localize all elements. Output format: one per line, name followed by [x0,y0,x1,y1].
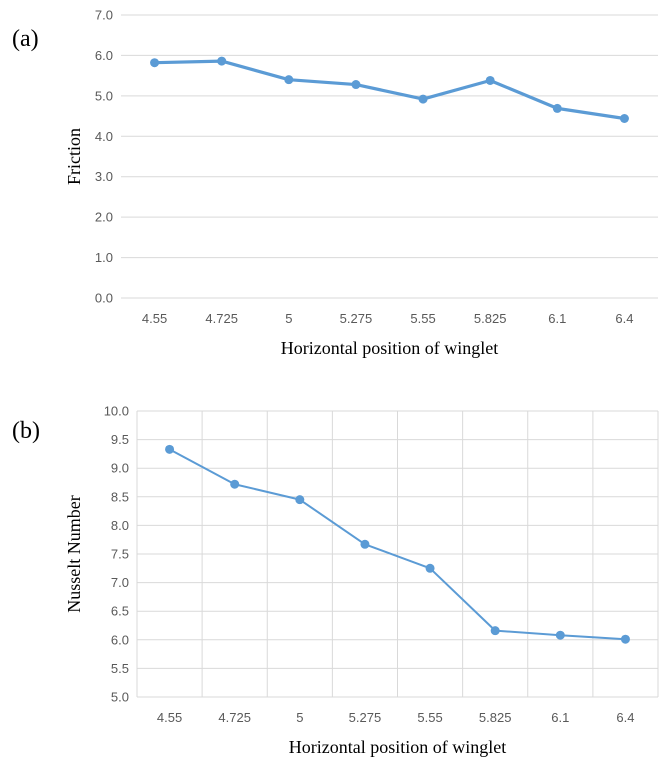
data-point [217,57,226,66]
y-tick-label: 8.5 [111,489,129,504]
x-tick-label: 5.55 [417,710,442,725]
y-tick-label: 7.0 [111,575,129,590]
data-point [620,114,629,123]
x-tick-label: 5.55 [410,311,435,326]
y-tick-label: 9.0 [111,461,129,476]
y-tick-label: 6.5 [111,604,129,619]
y-tick-label: 4.0 [95,129,113,144]
chart-b-svg: 5.0 5.5 6.0 6.5 7.0 7.5 8.0 8.5 9.0 9.5 10.0 4.55 4.… [0,385,659,761]
data-point [419,95,428,104]
y-tick-label: 9.5 [111,432,129,447]
data-point [491,626,500,635]
y-tick-label: 6.0 [95,48,113,63]
data-point [553,104,562,113]
data-point [556,631,565,640]
y-tick-label: 3.0 [95,169,113,184]
y-tick-label: 1.0 [95,250,113,265]
x-tick-label: 4.55 [142,311,167,326]
y-tick-label: 5.0 [95,88,113,103]
y-tick-label: 5.0 [111,690,129,705]
y-tick-label: 10.0 [104,404,129,419]
x-tick-label: 6.4 [615,311,633,326]
data-point [295,495,304,504]
y-axis-title: Nusselt Number [64,495,84,612]
data-point [351,80,360,89]
x-tick-label: 6.1 [551,710,569,725]
x-tick-label: 6.4 [616,710,634,725]
x-tick-label: 5.275 [349,710,382,725]
data-point [486,76,495,85]
x-tick-label: 4.725 [205,311,238,326]
chart-a-svg: 0.0 1.0 2.0 3.0 4.0 5.0 6.0 7.0 4.55 4.725 5 5.275 5… [0,0,659,370]
x-tick-label: 5.825 [479,710,512,725]
x-axis-title: Horizontal position of winglet [289,737,506,757]
y-tick-label: 7.5 [111,547,129,562]
y-tick-label: 2.0 [95,210,113,225]
data-point [360,540,369,549]
y-tick-label: 5.5 [111,661,129,676]
y-tick-label: 0.0 [95,291,113,306]
data-point [230,480,239,489]
y-tick-label: 6.0 [111,632,129,647]
data-point [284,75,293,84]
chart-b: (b) 5.0 5.5 6.0 6.5 7.0 7.5 8.0 8.5 9.0 9.5 10.0 4.… [0,385,659,761]
x-tick-label: 5 [285,311,292,326]
x-tick-label: 5 [296,710,303,725]
y-axis-title: Friction [64,128,84,185]
y-tick-label: 7.0 [95,8,113,23]
x-tick-label: 4.55 [157,710,182,725]
chart-a: (a) 0.0 1.0 2.0 3.0 4.0 5.0 6.0 7.0 4.55 4.725 5 5.… [0,0,659,370]
x-tick-label: 6.1 [548,311,566,326]
data-point [165,445,174,454]
x-tick-label: 5.275 [340,311,373,326]
x-tick-label: 4.725 [218,710,251,725]
data-point [621,635,630,644]
y-tick-label: 8.0 [111,518,129,533]
x-axis-title: Horizontal position of winglet [281,338,498,358]
data-point [426,564,435,573]
x-tick-label: 5.825 [474,311,507,326]
data-point [150,58,159,67]
